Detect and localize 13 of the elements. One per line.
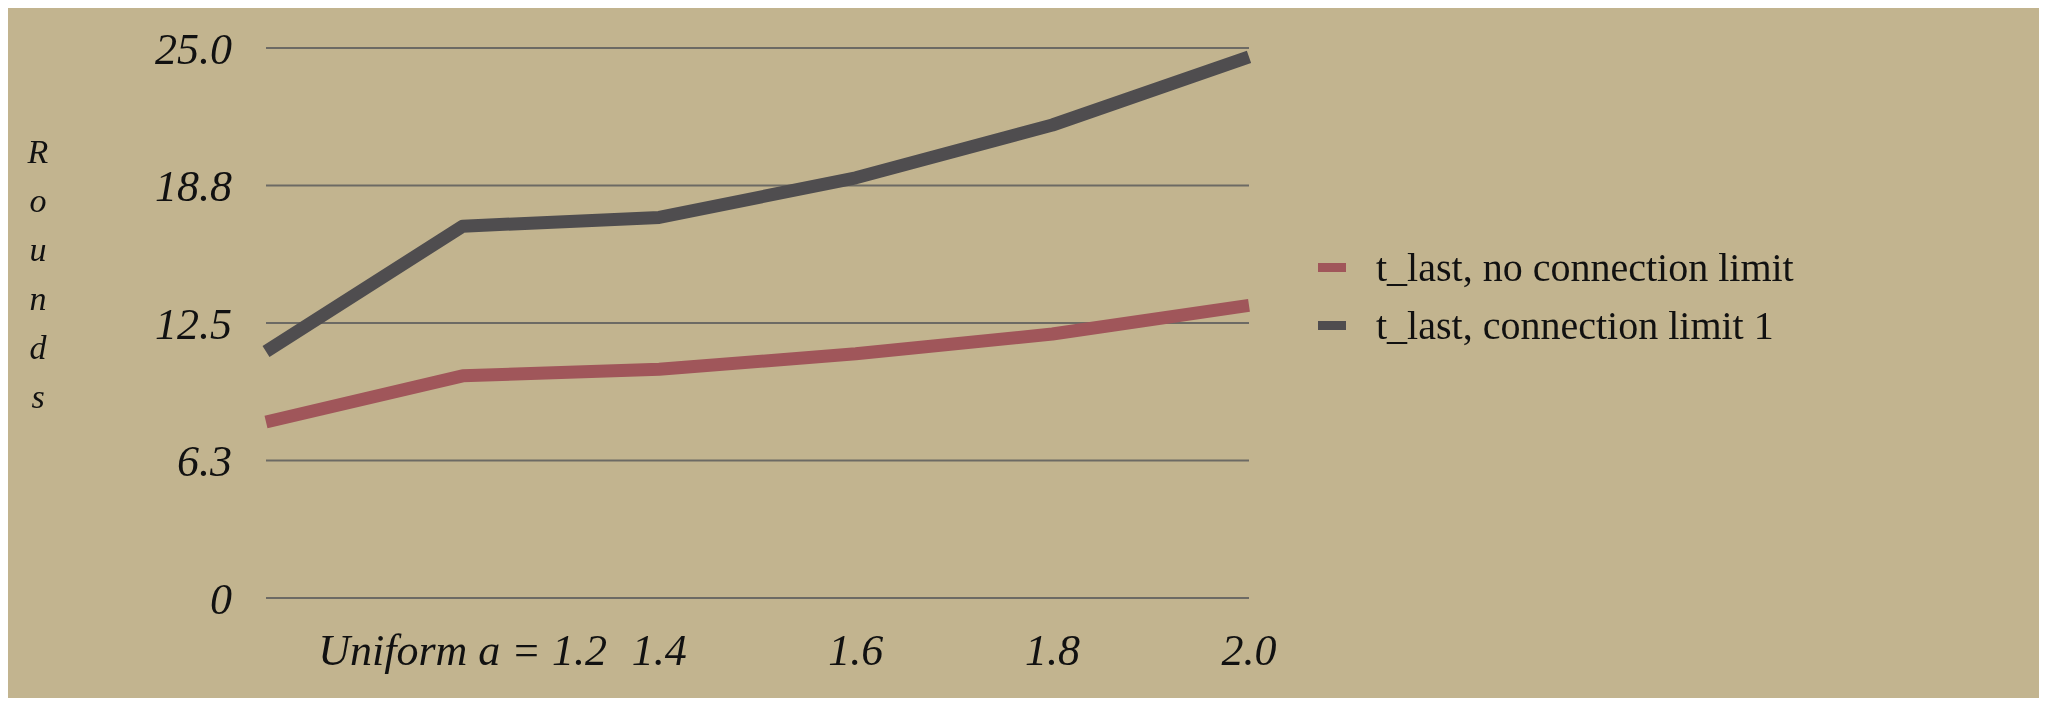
legend-label: t_last, connection limit 1 [1376,301,1774,349]
x-tick-label: 2.0 [1221,626,1277,676]
y-axis-title: Rounds [26,133,49,415]
y-tick-label: 6.3 [177,437,232,487]
legend-label: t_last, no connection limit [1376,243,1794,291]
y-tick-label: 12.5 [155,299,232,349]
x-tick-label: 1.4 [631,626,687,676]
x-tick-label: Uniform a = 1.2 [318,626,608,676]
x-tick-label: 1.6 [828,626,884,676]
x-tick-label: 1.8 [1024,626,1080,676]
y-tick-label: 25.0 [155,24,232,74]
y-tick-label: 18.8 [155,162,232,212]
y-tick-label: 0 [210,574,232,624]
